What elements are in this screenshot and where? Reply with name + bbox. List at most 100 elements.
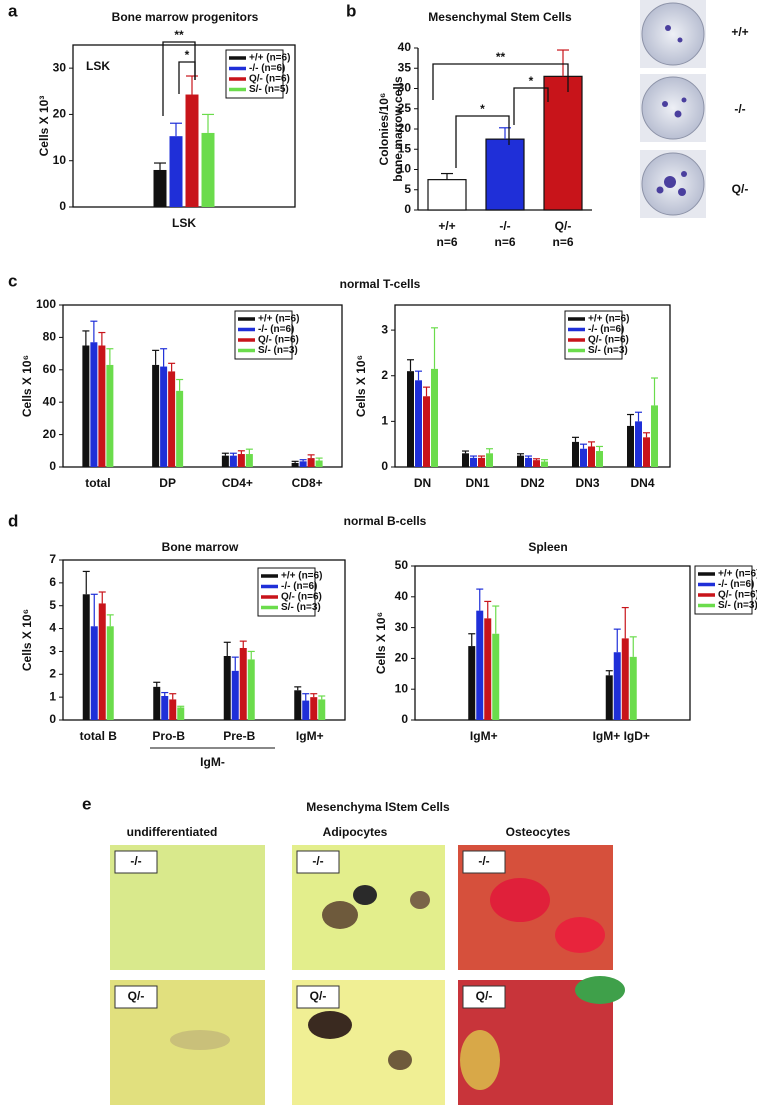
- colony: [677, 37, 683, 43]
- error-bar: [651, 377, 658, 406]
- bar: [169, 699, 177, 720]
- x-tick-label: CD4+: [222, 476, 253, 490]
- error-bar: [541, 459, 548, 462]
- chart-title: Bone marrow: [162, 540, 239, 554]
- y-tick-label: 2: [381, 368, 388, 382]
- significance-bracket: [432, 63, 569, 100]
- bar: [541, 461, 548, 467]
- error-bar: [153, 681, 161, 687]
- bar: [427, 179, 467, 211]
- bar: [470, 457, 477, 467]
- bar: [239, 648, 247, 720]
- error-bar: [613, 628, 621, 653]
- bar: [294, 690, 302, 720]
- error-bar: [557, 49, 569, 77]
- legend-label: S/- (n=3): [588, 345, 628, 356]
- panel-title: Mesenchyma lStem Cells: [306, 800, 450, 814]
- annotation: LSK: [86, 59, 110, 73]
- error-bar: [635, 411, 642, 422]
- legend-label: +/+ (n=6): [588, 314, 629, 325]
- significance-label: *: [480, 102, 485, 116]
- error-bar: [431, 327, 438, 369]
- group-label: IgM-: [200, 755, 225, 769]
- error-bar: [476, 588, 484, 611]
- x-tick-label: LSK: [172, 216, 196, 230]
- error-bar: [629, 636, 637, 657]
- cell: [460, 1030, 500, 1090]
- legend-label: +/+ (n=6): [258, 314, 299, 325]
- y-tick-label: 0: [401, 712, 408, 726]
- error-bar: [621, 606, 629, 639]
- x-tick-label: -/-: [499, 219, 510, 233]
- bar: [98, 603, 106, 720]
- panel-letter: b: [346, 1, 356, 20]
- bar: [431, 368, 438, 467]
- y-tick-label: 0: [49, 459, 56, 473]
- chart-title: Bone marrow progenitors: [112, 10, 259, 24]
- y-tick-label: 30: [53, 60, 67, 74]
- y-tick-label: 0: [59, 199, 66, 213]
- significance-label: **: [174, 28, 184, 42]
- bar: [533, 460, 540, 467]
- error-bar: [605, 670, 613, 676]
- x-tick-label: IgM+: [296, 729, 324, 743]
- significance-bracket: [513, 87, 549, 125]
- y-tick-label: 10: [398, 162, 412, 176]
- y-tick-label: 25: [398, 101, 412, 115]
- section-title: normal T-cells: [340, 277, 421, 291]
- column-title: undifferentiated: [127, 825, 218, 839]
- cell: [353, 885, 377, 905]
- x-tick-label: total B: [80, 729, 118, 743]
- legend-label: -/- (n=6): [249, 63, 285, 74]
- panel-e: Mesenchyma lStem Cells undifferentiated …: [110, 800, 625, 1105]
- bar: [484, 618, 492, 720]
- bar: [651, 405, 658, 467]
- y-tick-label: 0: [381, 459, 388, 473]
- legend-label: Q/- (n=6): [588, 335, 629, 346]
- error-bar: [177, 705, 185, 708]
- error-bar: [291, 460, 299, 463]
- x-tick-label: DN3: [575, 476, 599, 490]
- legend-label: -/- (n=6): [258, 324, 294, 335]
- x-tick-label: IgM+ IgD+: [593, 729, 650, 743]
- significance-label: *: [529, 74, 534, 88]
- bar: [302, 700, 310, 720]
- error-bar: [169, 693, 177, 700]
- error-bar: [423, 386, 430, 397]
- significance-label: **: [496, 50, 506, 64]
- bar: [415, 380, 422, 467]
- colony: [664, 176, 676, 188]
- y-axis-label: Cells X 10⁶: [374, 612, 388, 674]
- column-title: Osteocytes: [506, 825, 571, 839]
- error-bar: [517, 453, 524, 456]
- error-bar: [239, 640, 247, 648]
- bar: [423, 396, 430, 467]
- bar: [176, 390, 184, 467]
- error-bar: [596, 445, 603, 452]
- sample-size: n=6: [436, 235, 457, 249]
- error-bar: [106, 614, 114, 627]
- y-tick-label: 10: [53, 153, 67, 167]
- bar: [153, 169, 167, 207]
- chart: Cells X 10⁶ 0 1 2 3 DN DN1 DN2 DN3 DN4 +/+ (n=6)-/…: [354, 304, 671, 490]
- bar: [572, 441, 579, 467]
- bar: [318, 699, 326, 720]
- y-tick-label: 30: [398, 81, 412, 95]
- bar: [223, 656, 231, 720]
- error-bar: [470, 455, 477, 458]
- label-box: [296, 985, 340, 1009]
- label-box: [114, 850, 158, 874]
- y-axis-label: Colonies/10⁶: [377, 93, 391, 166]
- chart: Cells X 10⁶ 0 20 40 60 80 100 total DP CD4+ CD8+ +/…: [20, 297, 343, 490]
- y-tick-label: 20: [395, 651, 409, 665]
- error-bar: [580, 443, 587, 449]
- bar: [153, 686, 161, 720]
- bar: [588, 446, 595, 467]
- bar: [82, 594, 90, 720]
- panel-letter: a: [8, 1, 18, 20]
- x-tick-label: DN1: [465, 476, 489, 490]
- error-bar: [415, 370, 422, 381]
- error-bar: [82, 570, 90, 595]
- cell: [322, 901, 358, 929]
